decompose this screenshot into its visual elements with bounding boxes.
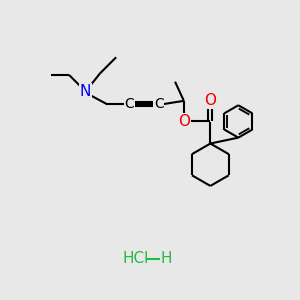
Text: N: N — [80, 84, 91, 99]
Text: C: C — [124, 98, 134, 111]
Text: HCl: HCl — [122, 251, 148, 266]
Text: O: O — [204, 93, 216, 108]
Text: O: O — [178, 114, 190, 129]
Text: H: H — [160, 251, 172, 266]
Text: C: C — [154, 98, 164, 111]
